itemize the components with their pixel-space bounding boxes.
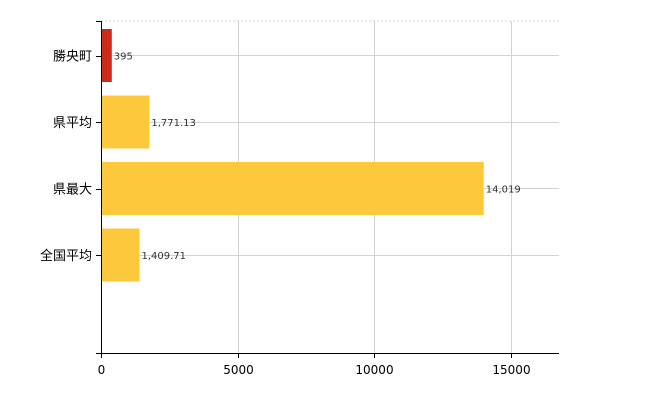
bar-0 xyxy=(101,29,112,82)
bars-layer xyxy=(101,29,484,282)
data-label-0: 395 xyxy=(114,52,133,63)
x-tick-label-0: 0 xyxy=(98,363,106,377)
x-tick-label-1: 5000 xyxy=(223,363,254,377)
category-label-1: 県平均 xyxy=(53,116,92,131)
category-label-2: 県最大 xyxy=(53,183,92,198)
data-label-2: 14,019 xyxy=(486,185,521,196)
bar-2 xyxy=(101,162,484,215)
bar-1 xyxy=(101,95,150,149)
axis-layer xyxy=(96,21,559,358)
x-tick-label-2: 10000 xyxy=(355,363,393,377)
labels-layer: 395 勝央町 1,771.13 県平均 14,019 県最大 1,409.71 全国平均 0 5… xyxy=(40,50,531,378)
category-label-0: 勝央町 xyxy=(53,50,92,65)
x-tick-label-3: 15000 xyxy=(492,363,530,377)
bar-3 xyxy=(101,228,140,282)
data-label-1: 1,771.13 xyxy=(151,118,196,129)
category-label-3: 全国平均 xyxy=(40,248,92,264)
data-label-3: 1,409.71 xyxy=(141,251,186,262)
